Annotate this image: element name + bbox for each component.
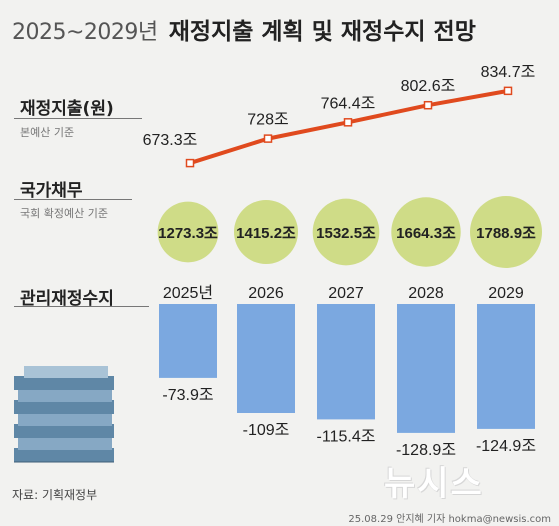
balance-bar: [477, 304, 535, 429]
debt-value-label: 1273.3조: [158, 225, 218, 242]
money-stack-illustration: [14, 366, 114, 463]
debt-value-label: 1415.2조: [236, 225, 296, 242]
debt-circle: [312, 198, 380, 266]
debt-rule: [14, 199, 132, 200]
debt-sub: 국회 확정예산 기준: [20, 207, 108, 220]
year-tick-label: 2026: [248, 285, 284, 302]
spending-value-label: 834.7조: [481, 64, 536, 81]
year-tick-label: 2027: [328, 285, 364, 302]
spending-point: [185, 158, 195, 168]
page-title: 2025~2029년 재정지출 계획 및 재정수지 전망: [12, 12, 476, 46]
balance-bar: [237, 304, 295, 413]
debt-value-label: 1532.5조: [316, 225, 376, 242]
balance-rule: [14, 306, 149, 307]
balance-label: 관리재정수지: [20, 289, 114, 309]
credit-line: 25.08.29 안지혜 기자 hokma@newsis.com: [348, 514, 551, 525]
balance-bar: [317, 304, 375, 420]
year-tick-label: 2029: [488, 285, 524, 302]
spending-rule: [14, 118, 142, 119]
spending-sub: 본예산 기준: [20, 126, 75, 139]
balance-value-label: -109조: [243, 422, 290, 439]
debt-circle: [470, 196, 542, 268]
spending-point: [503, 86, 513, 96]
spending-point: [343, 118, 353, 127]
debt-circle: [391, 197, 461, 267]
year-tick-label: 2025년: [163, 284, 213, 302]
debt-value-label: 1664.3조: [396, 225, 456, 242]
balance-bar: [397, 304, 455, 433]
spending-value-label: 673.3조: [143, 132, 198, 149]
balance-value-label: -73.9조: [162, 387, 213, 404]
spending-value-label: 728조: [247, 112, 288, 129]
source-note: 자료: 기획재정부: [12, 488, 98, 502]
debt-circle: [157, 201, 219, 263]
spending-point: [423, 100, 433, 110]
title-years: 2025~2029년: [12, 20, 158, 45]
spending-value-label: 802.6조: [401, 78, 456, 95]
balance-value-label: -115.4조: [317, 428, 376, 445]
debt-value-label: 1788.9조: [476, 225, 536, 242]
newsis-logo: 뉴시스: [384, 464, 484, 504]
debt-circle: [233, 199, 299, 265]
year-tick-label: 2028: [408, 285, 444, 302]
debt-label: 국가채무: [20, 181, 83, 201]
balance-bar: [159, 304, 217, 378]
balance-value-label: -128.9조: [396, 442, 456, 459]
title-main: 재정지출 계획 및 재정수지 전망: [168, 19, 476, 45]
spending-label: 재정지출(원): [20, 99, 114, 119]
spending-point: [263, 134, 273, 143]
balance-value-label: -124.9조: [476, 438, 536, 455]
spending-value-label: 764.4조: [321, 95, 376, 112]
